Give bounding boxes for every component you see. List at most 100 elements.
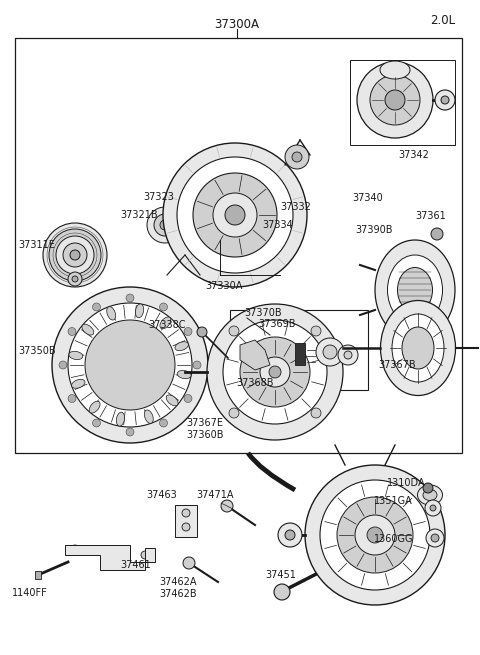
Circle shape: [72, 276, 78, 282]
Circle shape: [63, 243, 87, 267]
Ellipse shape: [160, 317, 171, 329]
Circle shape: [147, 207, 183, 243]
Text: 37334: 37334: [262, 220, 293, 230]
Circle shape: [431, 534, 439, 542]
Text: 1140FF: 1140FF: [12, 588, 48, 598]
Ellipse shape: [89, 401, 100, 413]
Circle shape: [68, 328, 76, 335]
Text: 37368B: 37368B: [236, 378, 274, 388]
Ellipse shape: [380, 61, 410, 79]
Circle shape: [207, 304, 343, 440]
Text: 37300A: 37300A: [215, 18, 260, 31]
Ellipse shape: [166, 395, 178, 406]
Circle shape: [93, 303, 100, 311]
Circle shape: [338, 345, 358, 365]
Circle shape: [183, 557, 195, 569]
Ellipse shape: [72, 379, 85, 388]
Circle shape: [426, 529, 444, 547]
Circle shape: [193, 173, 277, 257]
Ellipse shape: [375, 240, 455, 340]
Circle shape: [441, 96, 449, 104]
Ellipse shape: [69, 351, 83, 360]
Circle shape: [85, 320, 175, 410]
Circle shape: [357, 62, 433, 138]
Circle shape: [425, 500, 441, 516]
Circle shape: [182, 509, 190, 517]
Circle shape: [367, 527, 383, 543]
Text: 37462A: 37462A: [159, 577, 196, 587]
Circle shape: [274, 584, 290, 600]
Circle shape: [385, 90, 405, 110]
Circle shape: [184, 394, 192, 403]
Text: 1351GA: 1351GA: [374, 496, 413, 506]
Ellipse shape: [107, 307, 116, 320]
Circle shape: [430, 505, 436, 511]
Text: 37311E: 37311E: [18, 240, 55, 250]
Ellipse shape: [144, 410, 153, 423]
Circle shape: [323, 345, 337, 359]
Bar: [295, 343, 305, 365]
Polygon shape: [65, 545, 155, 570]
Circle shape: [229, 326, 239, 336]
Circle shape: [316, 338, 344, 366]
Circle shape: [292, 152, 302, 162]
Circle shape: [160, 220, 170, 230]
Circle shape: [311, 408, 321, 418]
Text: 37451: 37451: [265, 570, 296, 580]
Circle shape: [197, 327, 207, 337]
Circle shape: [68, 272, 82, 286]
Circle shape: [68, 394, 76, 403]
Text: 37361: 37361: [415, 211, 446, 221]
Text: 37330A: 37330A: [205, 281, 242, 291]
Ellipse shape: [392, 314, 444, 382]
Circle shape: [320, 480, 430, 590]
Ellipse shape: [387, 255, 443, 325]
Circle shape: [221, 500, 233, 512]
Text: 37461: 37461: [120, 560, 151, 570]
Polygon shape: [240, 340, 270, 370]
Text: 37350B: 37350B: [18, 346, 56, 356]
Circle shape: [70, 250, 80, 260]
Text: 37370B: 37370B: [244, 308, 282, 318]
Circle shape: [68, 303, 192, 427]
Circle shape: [225, 205, 245, 225]
Circle shape: [56, 236, 94, 274]
Circle shape: [177, 157, 293, 273]
Text: 1360GG: 1360GG: [374, 534, 413, 544]
Ellipse shape: [135, 304, 144, 318]
Bar: [35, 571, 41, 579]
Circle shape: [285, 530, 295, 540]
Ellipse shape: [82, 324, 94, 335]
Circle shape: [229, 408, 239, 418]
Text: 37463: 37463: [146, 490, 177, 500]
Circle shape: [311, 326, 321, 336]
Circle shape: [278, 523, 302, 547]
Text: 37390B: 37390B: [355, 225, 393, 235]
Ellipse shape: [402, 327, 434, 369]
Text: 37471A: 37471A: [196, 490, 233, 500]
Circle shape: [163, 143, 307, 287]
Text: 37367E: 37367E: [186, 418, 223, 428]
Circle shape: [240, 337, 310, 407]
Text: 37360B: 37360B: [186, 430, 224, 440]
Circle shape: [193, 361, 201, 369]
Ellipse shape: [175, 342, 189, 350]
Circle shape: [260, 357, 290, 387]
Text: 1310DA: 1310DA: [387, 478, 426, 488]
Text: 37369B: 37369B: [258, 319, 296, 329]
Ellipse shape: [423, 489, 437, 500]
Circle shape: [93, 419, 100, 427]
Circle shape: [344, 351, 352, 359]
Circle shape: [355, 515, 395, 555]
Circle shape: [154, 214, 176, 236]
Circle shape: [285, 145, 309, 169]
Ellipse shape: [418, 485, 443, 505]
Circle shape: [126, 294, 134, 302]
Circle shape: [370, 75, 420, 125]
Ellipse shape: [397, 267, 432, 312]
Text: 37367B: 37367B: [378, 360, 416, 370]
Text: 37462B: 37462B: [159, 589, 197, 599]
Circle shape: [126, 428, 134, 436]
Circle shape: [182, 523, 190, 531]
Text: 37323: 37323: [143, 192, 174, 202]
